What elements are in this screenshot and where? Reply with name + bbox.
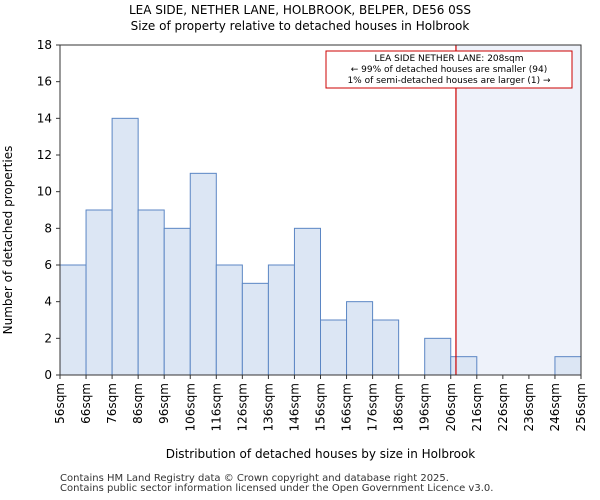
x-tick-label: 86sqm — [131, 383, 145, 424]
y-tick-label: 10 — [37, 185, 52, 199]
annotation-box — [325, 50, 573, 89]
y-tick-label: 2 — [44, 331, 52, 345]
annotation-line: LEA SIDE NETHER LANE: 208sqm — [374, 54, 523, 64]
x-tick-label: 236sqm — [522, 383, 536, 431]
chart-title: LEA SIDE, NETHER LANE, HOLBROOK, BELPER,… — [128, 3, 472, 17]
x-tick-label: 176sqm — [366, 383, 380, 431]
y-tick-label: 12 — [37, 148, 52, 162]
y-tick-label: 14 — [37, 111, 52, 125]
x-tick-label: 226sqm — [496, 383, 510, 431]
chart-subtitle: Size of property relative to detached ho… — [130, 19, 470, 33]
y-tick-label: 4 — [44, 295, 52, 309]
histogram-bar — [215, 264, 243, 376]
annotation-line: ← 99% of detached houses are smaller (94… — [351, 65, 548, 75]
histogram-bar — [372, 319, 400, 376]
histogram-bar — [293, 227, 322, 376]
histogram-bar — [424, 337, 452, 376]
x-tick-label: 196sqm — [418, 383, 432, 431]
histogram-bar — [320, 319, 348, 376]
footer-line-2: Contains public sector information licen… — [60, 483, 494, 494]
x-tick-label: 166sqm — [340, 383, 354, 431]
histogram-bar — [189, 172, 217, 376]
x-tick-label: 136sqm — [261, 383, 275, 431]
x-tick-label: 256sqm — [574, 383, 588, 431]
y-tick-label: 8 — [44, 221, 52, 235]
histogram-bar — [267, 264, 295, 376]
histogram-bar — [346, 301, 374, 376]
footer-line-1: Contains HM Land Registry data © Crown c… — [60, 473, 449, 484]
x-tick-label: 116sqm — [209, 383, 223, 431]
histogram-bar — [241, 282, 269, 376]
x-tick-label: 156sqm — [314, 383, 328, 431]
x-tick-label: 206sqm — [444, 383, 458, 431]
x-axis-label: Distribution of detached houses by size … — [166, 447, 476, 461]
histogram-bar — [137, 209, 165, 376]
x-tick-label: 56sqm — [53, 383, 67, 424]
y-tick-label: 16 — [37, 75, 52, 89]
x-tick-label: 66sqm — [79, 383, 93, 424]
annotation-line: 1% of semi-detached houses are larger (1… — [347, 76, 551, 86]
y-tick-label: 6 — [44, 258, 52, 272]
histogram-bar — [554, 356, 582, 376]
x-tick-label: 76sqm — [105, 383, 119, 424]
y-tick-label: 0 — [44, 368, 52, 382]
histogram-bar — [111, 117, 139, 376]
x-tick-label: 126sqm — [235, 383, 249, 431]
x-tick-label: 146sqm — [287, 383, 301, 431]
histogram-bar — [450, 356, 478, 376]
histogram-bar — [85, 209, 113, 376]
x-tick-label: 96sqm — [157, 383, 171, 424]
y-axis-label: Number of detached properties — [1, 146, 15, 335]
x-tick-label: 106sqm — [183, 383, 197, 431]
histogram-bar — [163, 227, 191, 376]
histogram-bar — [59, 264, 87, 376]
x-tick-label: 246sqm — [548, 383, 562, 431]
y-tick-label: 18 — [37, 38, 52, 52]
x-tick-label: 216sqm — [470, 383, 484, 431]
larger-region-shade — [455, 45, 581, 375]
x-tick-label: 186sqm — [392, 383, 406, 431]
